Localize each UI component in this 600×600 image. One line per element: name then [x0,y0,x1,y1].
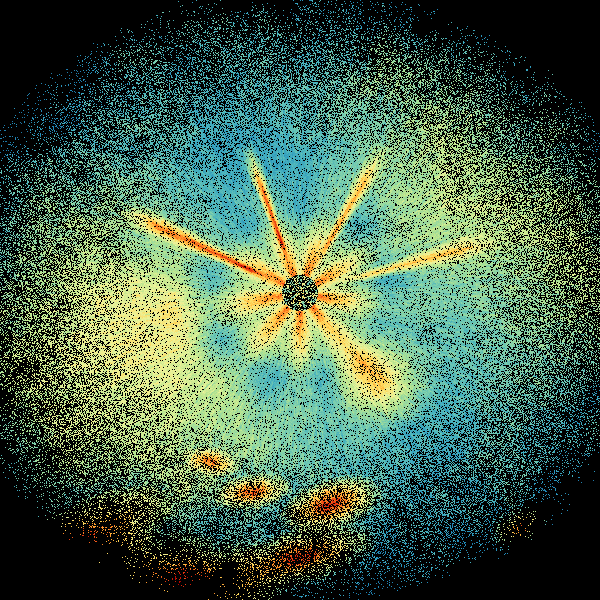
radar-reflectivity-figure: dBZ radar-jet [0,0,600,600]
radar-reflectivity-canvas [0,0,600,600]
